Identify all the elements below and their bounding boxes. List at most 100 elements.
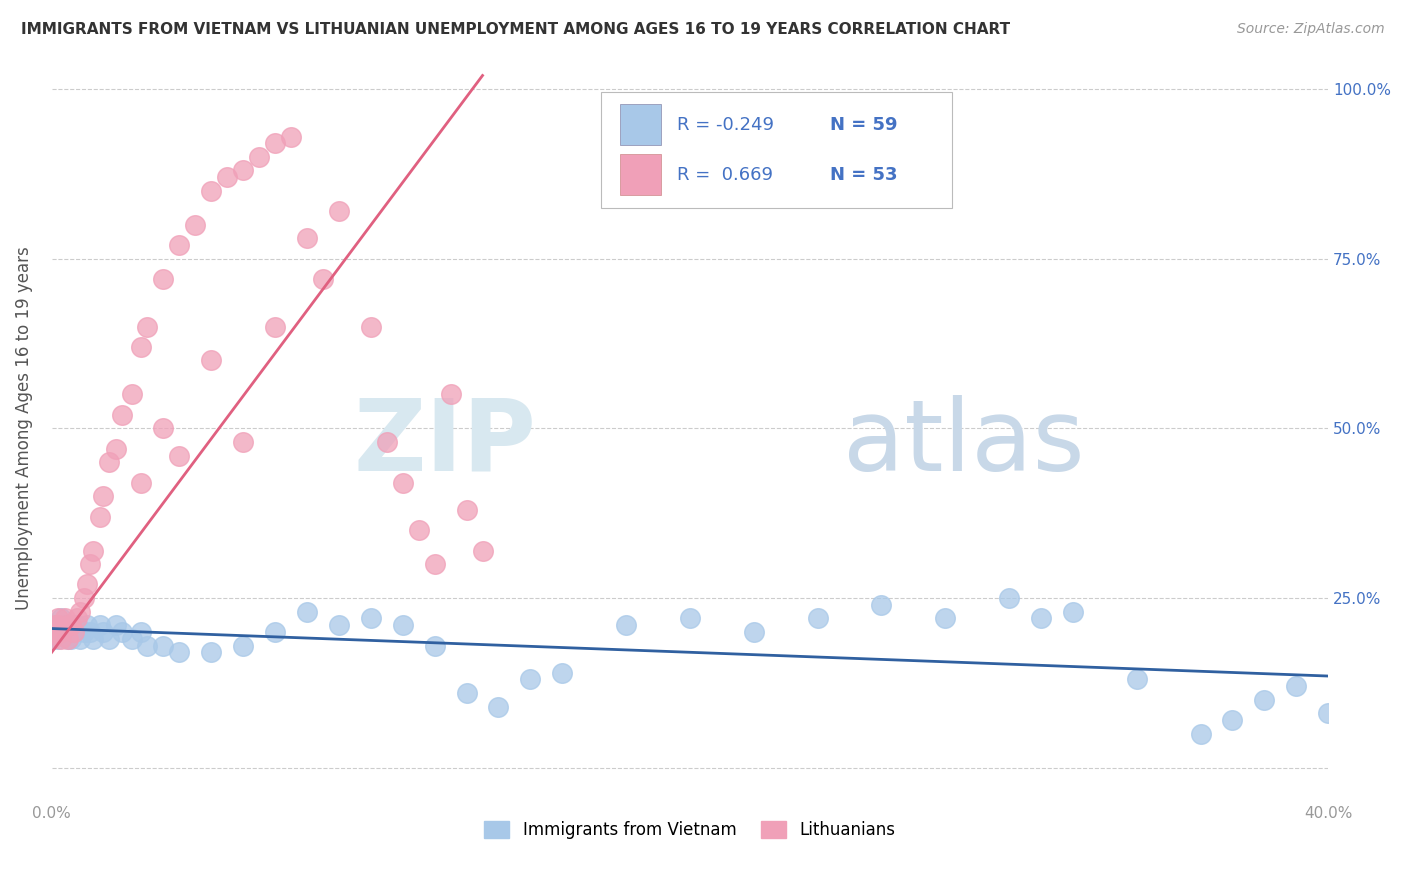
- Point: [232, 434, 254, 449]
- Text: R =  0.669: R = 0.669: [678, 166, 773, 184]
- Point: [66, 618, 89, 632]
- Point: [46, 632, 69, 646]
- Point: [423, 639, 446, 653]
- Point: [200, 184, 222, 198]
- Point: [200, 353, 222, 368]
- Point: [76, 618, 98, 632]
- Point: [53, 624, 76, 639]
- Point: [98, 455, 121, 469]
- Point: [1029, 611, 1052, 625]
- Point: [360, 611, 382, 625]
- Point: [59, 624, 82, 639]
- Legend: Immigrants from Vietnam, Lithuanians: Immigrants from Vietnam, Lithuanians: [478, 814, 903, 846]
- Point: [328, 618, 350, 632]
- Point: [184, 218, 207, 232]
- Point: [264, 624, 287, 639]
- Point: [63, 624, 86, 639]
- Point: [129, 475, 152, 490]
- Point: [44, 618, 66, 632]
- Point: [41, 624, 63, 639]
- Point: [82, 632, 104, 646]
- Point: [456, 686, 478, 700]
- Point: [217, 170, 239, 185]
- Point: [247, 150, 270, 164]
- Text: atlas: atlas: [844, 395, 1085, 491]
- Point: [129, 624, 152, 639]
- Point: [806, 611, 828, 625]
- Text: ZIP: ZIP: [354, 395, 537, 491]
- Point: [66, 611, 89, 625]
- Point: [53, 611, 76, 625]
- Point: [41, 624, 63, 639]
- Point: [312, 272, 335, 286]
- Point: [1189, 727, 1212, 741]
- Point: [91, 624, 114, 639]
- Point: [1253, 693, 1275, 707]
- Point: [89, 618, 111, 632]
- Point: [63, 618, 86, 632]
- Point: [200, 645, 222, 659]
- Point: [53, 618, 76, 632]
- Text: IMMIGRANTS FROM VIETNAM VS LITHUANIAN UNEMPLOYMENT AMONG AGES 16 TO 19 YEARS COR: IMMIGRANTS FROM VIETNAM VS LITHUANIAN UN…: [21, 22, 1011, 37]
- Y-axis label: Unemployment Among Ages 16 to 19 years: Unemployment Among Ages 16 to 19 years: [15, 246, 32, 610]
- Point: [439, 387, 461, 401]
- Point: [742, 624, 765, 639]
- Point: [89, 509, 111, 524]
- Point: [79, 557, 101, 571]
- Point: [264, 319, 287, 334]
- Point: [82, 543, 104, 558]
- Point: [519, 673, 541, 687]
- Text: N = 53: N = 53: [831, 166, 898, 184]
- Text: Source: ZipAtlas.com: Source: ZipAtlas.com: [1237, 22, 1385, 37]
- Point: [232, 639, 254, 653]
- Bar: [620, 104, 661, 145]
- Point: [391, 618, 413, 632]
- Point: [51, 624, 73, 639]
- Point: [41, 632, 63, 646]
- Point: [1317, 706, 1340, 721]
- Point: [136, 639, 159, 653]
- Point: [408, 523, 430, 537]
- Point: [328, 204, 350, 219]
- Point: [56, 632, 79, 646]
- Point: [129, 340, 152, 354]
- Point: [152, 421, 174, 435]
- Point: [44, 618, 66, 632]
- Point: [104, 442, 127, 456]
- Point: [488, 699, 510, 714]
- Point: [152, 272, 174, 286]
- Point: [423, 557, 446, 571]
- Point: [91, 489, 114, 503]
- Point: [679, 611, 702, 625]
- Point: [111, 624, 134, 639]
- Point: [46, 618, 69, 632]
- Point: [51, 624, 73, 639]
- Point: [63, 624, 86, 639]
- Point: [169, 449, 191, 463]
- Point: [44, 624, 66, 639]
- Point: [456, 503, 478, 517]
- Point: [232, 163, 254, 178]
- Point: [111, 408, 134, 422]
- Bar: [620, 154, 661, 195]
- Point: [104, 618, 127, 632]
- Point: [551, 665, 574, 680]
- Point: [1222, 713, 1244, 727]
- Point: [1125, 673, 1147, 687]
- Text: N = 59: N = 59: [831, 116, 898, 134]
- Point: [41, 632, 63, 646]
- Point: [1285, 679, 1308, 693]
- Point: [360, 319, 382, 334]
- Point: [44, 624, 66, 639]
- Point: [1062, 605, 1084, 619]
- Point: [56, 618, 79, 632]
- Point: [471, 543, 494, 558]
- Point: [51, 632, 73, 646]
- Point: [121, 632, 143, 646]
- Point: [121, 387, 143, 401]
- Point: [59, 618, 82, 632]
- Point: [56, 618, 79, 632]
- Point: [79, 624, 101, 639]
- Point: [280, 129, 302, 144]
- Point: [73, 591, 96, 605]
